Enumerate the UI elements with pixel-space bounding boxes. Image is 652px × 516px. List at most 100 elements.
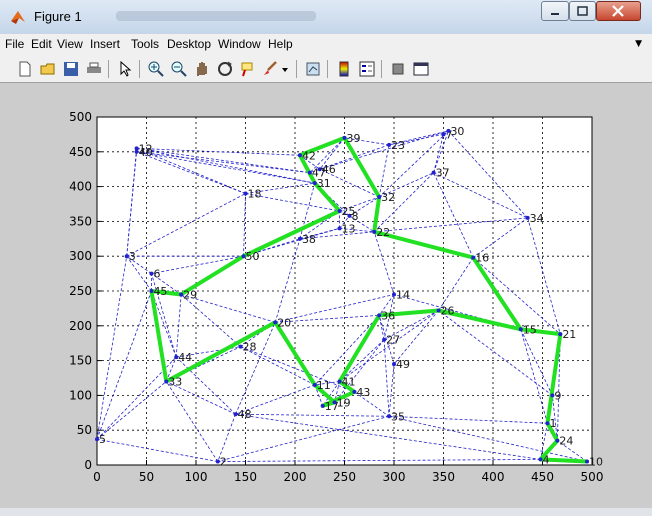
node-label: 44: [178, 351, 192, 364]
link-plot-icon[interactable]: [304, 60, 322, 78]
node-label: 29: [183, 288, 197, 301]
node-label: 37: [436, 167, 450, 180]
graph-edge: [472, 257, 561, 335]
node-label: 27: [386, 334, 400, 347]
graph-edge: [181, 294, 276, 323]
graph-edge: [319, 130, 449, 170]
graph-node: [149, 271, 154, 276]
brush-icon[interactable]: [262, 60, 280, 78]
graph-edge: [433, 134, 444, 173]
x-tick-label: 250: [333, 470, 356, 484]
graph-edge: [339, 227, 375, 233]
graph-edge: [344, 137, 390, 146]
zoom-out-icon[interactable]: [170, 60, 188, 78]
graph-node: [317, 167, 322, 172]
close-icon: [612, 5, 624, 17]
plot-svg[interactable]: 0 50 100 150 200 250 300 350 400 450 5000501001502…: [0, 83, 652, 508]
menu-window[interactable]: Window: [218, 37, 261, 51]
hide-plot-tools-icon[interactable]: [389, 60, 407, 78]
graph-node: [471, 255, 476, 260]
node-label: 6: [153, 268, 160, 281]
minimize-button[interactable]: [541, 1, 569, 21]
graph-node: [558, 332, 563, 337]
open-file-icon[interactable]: [39, 60, 57, 78]
menu-file[interactable]: File: [5, 37, 25, 51]
y-tick-label: 150: [69, 354, 92, 368]
graph-edge: [126, 193, 246, 257]
graph-edge: [180, 294, 241, 347]
graph-edge: [151, 273, 182, 295]
graph-edge: [136, 151, 315, 184]
menu-help[interactable]: Help: [268, 37, 293, 51]
graph-edge: [165, 356, 177, 382]
maximize-button[interactable]: [569, 1, 596, 21]
menu-insert[interactable]: Insert: [90, 37, 121, 51]
graph-node: [387, 142, 392, 147]
graph-edge: [388, 130, 449, 146]
node-label: 43: [356, 386, 370, 399]
menu-desktop[interactable]: Desktop: [167, 37, 212, 51]
menu-tools[interactable]: Tools: [131, 37, 160, 51]
graph-node: [550, 393, 555, 398]
legend-icon[interactable]: [358, 60, 376, 78]
graph-node: [307, 170, 312, 175]
print-icon[interactable]: [85, 60, 103, 78]
node-label: 25: [342, 205, 356, 218]
menu-edit[interactable]: Edit: [31, 37, 52, 51]
graph-node: [377, 313, 382, 318]
graph-edge: [240, 346, 315, 386]
save-icon[interactable]: [62, 60, 80, 78]
new-figure-icon[interactable]: [16, 60, 34, 78]
graph-node: [332, 400, 337, 405]
toolbar: [0, 55, 652, 83]
y-tick-label: 500: [69, 110, 92, 124]
graph-node: [555, 438, 560, 443]
toolbar-separator: [139, 60, 140, 78]
graph-node: [436, 308, 441, 313]
graph-edge: [217, 415, 390, 462]
graph-edge: [217, 459, 541, 462]
node-label: 13: [342, 222, 356, 235]
status-strip: [0, 508, 652, 516]
menu-overflow-icon[interactable]: ▼: [635, 39, 642, 49]
title-bar: Figure 1: [0, 0, 652, 34]
graph-node: [238, 344, 243, 349]
graph-edge: [96, 381, 167, 440]
graph-node: [174, 355, 179, 360]
graph-edge: [245, 193, 340, 212]
menu-view[interactable]: View: [57, 37, 83, 51]
graph-edge: [319, 137, 345, 170]
dropdown-arrow-icon[interactable]: [280, 60, 290, 78]
node-label: 41: [342, 375, 356, 388]
graph-edge: [383, 339, 390, 417]
node-label: 39: [347, 132, 361, 145]
close-button[interactable]: [596, 1, 641, 21]
graph-edge: [388, 364, 395, 417]
node-label: 31: [317, 177, 331, 190]
zoom-in-icon[interactable]: [147, 60, 165, 78]
node-label: 40: [139, 146, 153, 159]
graph-edge: [240, 346, 355, 393]
pointer-icon[interactable]: [116, 60, 134, 78]
node-label: 23: [391, 139, 405, 152]
graph-node: [134, 146, 139, 151]
show-plot-tools-icon[interactable]: [412, 60, 430, 78]
pan-icon[interactable]: [193, 60, 211, 78]
rotate-3d-icon[interactable]: [216, 60, 234, 78]
data-cursor-icon[interactable]: [239, 60, 257, 78]
graph-edge: [166, 346, 241, 382]
graph-node: [342, 135, 347, 140]
node-label: 38: [302, 233, 316, 246]
colorbar-icon[interactable]: [335, 60, 353, 78]
node-label: 5: [99, 433, 106, 446]
graph-node: [320, 403, 325, 408]
graph-edge: [245, 182, 315, 194]
graph-edge: [175, 356, 236, 415]
y-tick-label: 200: [69, 319, 92, 333]
graph-edge: [552, 395, 558, 441]
graph-node: [337, 379, 342, 384]
graph-edge: [176, 346, 241, 358]
node-label: 49: [396, 358, 410, 371]
graph-edge: [556, 334, 561, 441]
